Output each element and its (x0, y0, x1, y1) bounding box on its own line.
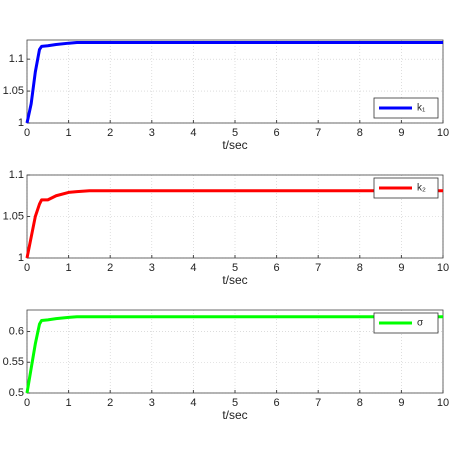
x-tick-label: 10 (437, 397, 449, 409)
x-tick-label: 8 (357, 262, 363, 274)
y-tick-label: 0.6 (9, 325, 24, 337)
x-tick-label: 8 (357, 127, 363, 139)
x-tick-label: 9 (398, 397, 404, 409)
x-tick-label: 9 (398, 262, 404, 274)
x-tick-label: 8 (357, 397, 363, 409)
x-tick-label: 0 (24, 127, 30, 139)
data-line (25, 315, 443, 394)
y-tick-label: 1.1 (9, 169, 24, 181)
y-tick-label: 1 (18, 252, 24, 264)
x-tick-label: 7 (315, 262, 321, 274)
x-tick-label: 2 (107, 127, 113, 139)
x-axis-label: t/sec (222, 408, 247, 422)
y-tick-label: 1 (18, 117, 24, 129)
x-tick-label: 7 (315, 397, 321, 409)
axes-frame (26, 309, 444, 394)
x-tick-label: 5 (232, 262, 238, 274)
x-tick-label: 3 (149, 397, 155, 409)
y-tick-label: 1.05 (3, 210, 24, 222)
legend-label: σ (417, 318, 424, 329)
x-tick-label: 9 (398, 127, 404, 139)
data-line (25, 189, 443, 259)
x-tick-label: 4 (190, 262, 196, 274)
x-axis-label: t/sec (222, 138, 247, 152)
x-axis-label: t/sec (222, 273, 247, 287)
x-tick-label: 1 (66, 397, 72, 409)
x-tick-label: 1 (66, 127, 72, 139)
x-tick-label: 10 (437, 127, 449, 139)
x-tick-label: 3 (149, 262, 155, 274)
axes-frame (26, 174, 444, 259)
x-tick-label: 4 (190, 127, 196, 139)
x-tick-label: 0 (24, 397, 30, 409)
x-tick-label: 2 (107, 262, 113, 274)
y-tick-label: 0.5 (9, 387, 24, 399)
x-tick-label: 1 (66, 262, 72, 274)
legend-label: k₁ (417, 103, 426, 114)
y-tick-label: 0.55 (3, 356, 24, 368)
x-tick-label: 5 (232, 127, 238, 139)
x-tick-label: 7 (315, 127, 321, 139)
axes-frame (26, 39, 444, 124)
y-tick-label: 1.05 (3, 85, 24, 97)
data-line (25, 41, 443, 124)
x-tick-label: 6 (274, 397, 280, 409)
x-tick-label: 0 (24, 262, 30, 274)
x-tick-label: 4 (190, 397, 196, 409)
x-tick-label: 6 (274, 262, 280, 274)
y-tick-label: 1.1 (9, 53, 24, 65)
x-tick-label: 3 (149, 127, 155, 139)
x-tick-label: 6 (274, 127, 280, 139)
x-tick-label: 10 (437, 262, 449, 274)
x-tick-label: 2 (107, 397, 113, 409)
x-tick-label: 5 (232, 397, 238, 409)
legend-label: k₂ (417, 183, 426, 194)
